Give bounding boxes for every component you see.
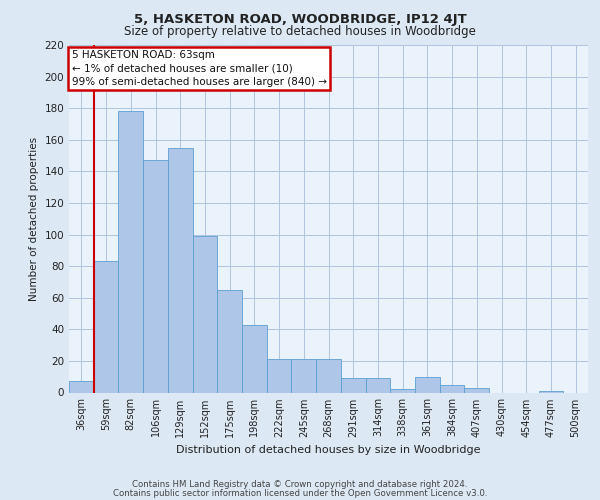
Text: Contains public sector information licensed under the Open Government Licence v3: Contains public sector information licen… bbox=[113, 490, 487, 498]
Bar bbox=[390, 390, 415, 392]
Bar bbox=[143, 160, 168, 392]
Bar bbox=[69, 382, 94, 392]
Bar bbox=[118, 112, 143, 392]
Text: Size of property relative to detached houses in Woodbridge: Size of property relative to detached ho… bbox=[124, 25, 476, 38]
Bar bbox=[168, 148, 193, 392]
Text: Contains HM Land Registry data © Crown copyright and database right 2024.: Contains HM Land Registry data © Crown c… bbox=[132, 480, 468, 489]
Text: 5 HASKETON ROAD: 63sqm
← 1% of detached houses are smaller (10)
99% of semi-deta: 5 HASKETON ROAD: 63sqm ← 1% of detached … bbox=[71, 50, 326, 86]
Bar bbox=[440, 384, 464, 392]
Bar bbox=[193, 236, 217, 392]
Y-axis label: Number of detached properties: Number of detached properties bbox=[29, 136, 39, 301]
Bar bbox=[292, 360, 316, 392]
Bar bbox=[464, 388, 489, 392]
Text: 5, HASKETON ROAD, WOODBRIDGE, IP12 4JT: 5, HASKETON ROAD, WOODBRIDGE, IP12 4JT bbox=[134, 12, 466, 26]
Bar bbox=[316, 360, 341, 392]
Bar bbox=[217, 290, 242, 392]
Bar bbox=[242, 324, 267, 392]
Bar bbox=[94, 262, 118, 392]
Bar bbox=[267, 360, 292, 392]
Bar bbox=[341, 378, 365, 392]
X-axis label: Distribution of detached houses by size in Woodbridge: Distribution of detached houses by size … bbox=[176, 445, 481, 455]
Bar bbox=[415, 376, 440, 392]
Bar bbox=[539, 391, 563, 392]
Bar bbox=[365, 378, 390, 392]
